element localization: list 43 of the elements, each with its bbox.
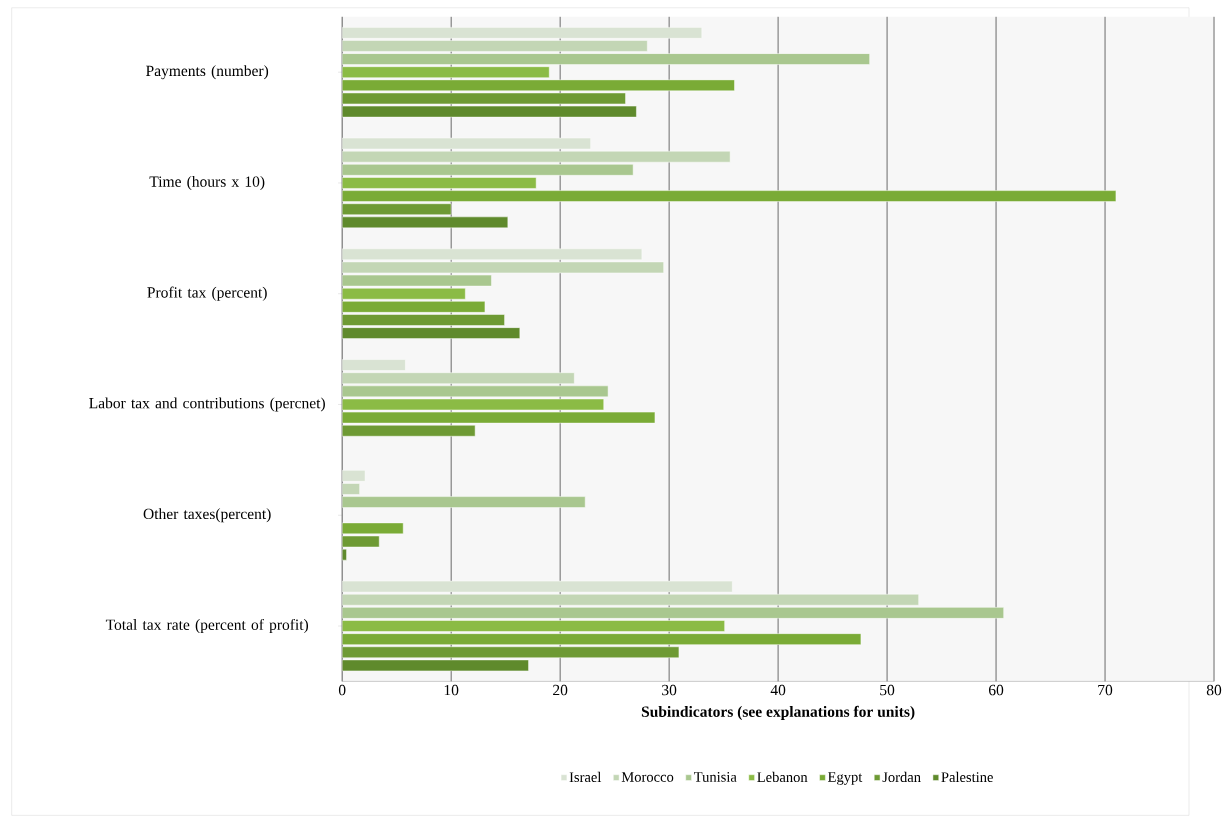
x-tick-label: 20 [553,684,568,696]
bar [342,633,862,645]
y-tick-label: Total tax rate (percent of profit) [105,618,309,634]
bar [342,607,1004,619]
bar [342,646,680,658]
y-tick-label: Profit tax (percent) [147,286,267,301]
legend-label: Israel [569,771,602,782]
legend-label: Jordan [882,771,921,782]
x-tick-label: 70 [1098,684,1113,696]
bar [342,385,609,398]
x-tick-label: 30 [662,684,677,696]
y-tick-label: Time (hours x 10) [149,175,265,190]
bar [342,203,452,215]
y-tick-label: Other taxes(percent) [143,508,271,523]
bar [342,164,634,176]
bar [342,248,643,260]
x-tick-label: 80 [1206,684,1222,696]
legend-label: Lebanon [757,771,808,782]
bar [342,177,537,189]
x-tick-label: 60 [988,684,1004,696]
legend-label: Egypt [828,772,863,785]
legend-label: Morocco [621,772,674,782]
bar [342,66,550,78]
bar [342,26,703,39]
bar [342,190,1117,202]
bar [342,53,870,65]
bar [342,287,466,300]
bar [342,314,505,326]
bar [342,79,735,91]
y-tick-label: Labor tax and contributions (percnet) [89,397,325,412]
legend-label: Palestine [941,771,993,782]
bar [342,301,486,313]
x-axis-title: Subindicators (see explanations for units) [641,705,915,720]
bar [342,327,521,339]
x-tick-label: 40 [770,684,786,696]
bar [342,424,476,437]
x-tick-label: 10 [444,684,459,696]
x-tick-label: 0 [338,684,346,696]
y-tick-label: Payments (number) [146,65,269,80]
bar [342,620,725,632]
x-tick-label: 50 [880,684,895,696]
bar [342,496,586,508]
legend-label: Tunisia [694,772,737,782]
